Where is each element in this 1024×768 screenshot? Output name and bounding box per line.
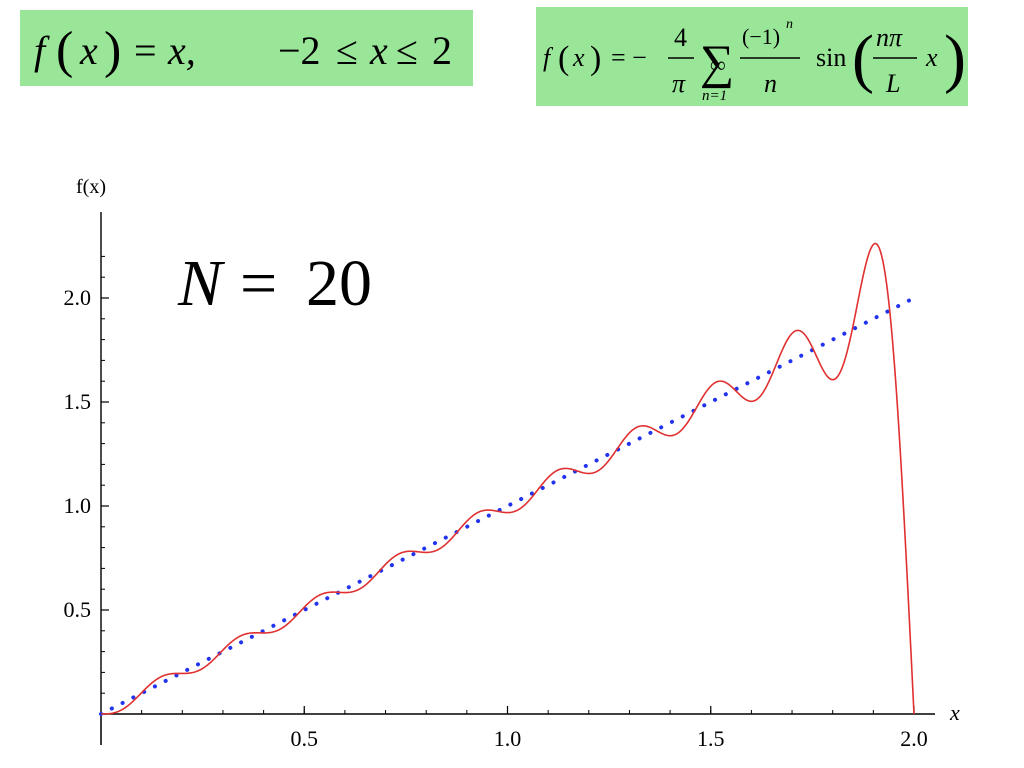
formula-right-sin: sin	[816, 43, 846, 72]
formula-left-leq-2: ≤	[396, 28, 418, 73]
formula-right-term-exp: n	[786, 17, 793, 32]
x-ticks: 0.5 1.0 1.5 2.0	[100, 706, 928, 751]
formula-right-arg-den: L	[885, 69, 900, 98]
series-fourier-line	[101, 242, 915, 715]
formula-right-coef-num: 4	[674, 23, 687, 52]
formula-left-leq-1: ≤	[336, 28, 358, 73]
terms-annotation-symbol: N	[177, 247, 226, 320]
formula-right-term-num: (−1)	[742, 24, 780, 49]
y-axis-label: f(x)	[76, 176, 106, 198]
chart: 0.5 1.0 1.5 2.0 0.5 1.0 1.5 2.0 x f(x)	[64, 176, 961, 751]
formula-left-domain-var: x	[369, 28, 388, 73]
formula-right-eq: = −	[611, 43, 647, 72]
formula-left-paren-open: (	[56, 22, 73, 79]
y-tick-label: 1.0	[64, 493, 92, 518]
formula-left-background	[20, 10, 473, 86]
y-tick-label: 1.5	[64, 389, 92, 414]
x-tick-label: 1.5	[697, 726, 725, 751]
formula-left-rhs: x,	[167, 28, 196, 73]
formula-left-equals: =	[134, 28, 157, 73]
formula-right-arg-num: nπ	[876, 23, 903, 52]
x-tick-label: 1.0	[494, 726, 522, 751]
formula-right-big-paren-open: (	[852, 22, 874, 95]
formula-right-box: f ( x ) = − 4 π ∞ ∑ n=1 (−1) n n sin ( n…	[536, 7, 968, 106]
formula-right-paren-open: (	[558, 40, 569, 77]
formula-right-arg-var: x	[925, 43, 938, 72]
formula-right-var: x	[572, 43, 585, 72]
x-tick-label: 2.0	[900, 726, 928, 751]
formula-right-big-paren-close: )	[944, 22, 966, 95]
formula-right-sum-lower: n=1	[702, 88, 727, 104]
formula-right-term-den: n	[764, 69, 777, 98]
y-tick-label: 0.5	[64, 597, 92, 622]
formula-right-fn: f	[543, 43, 554, 72]
minor-ticks	[101, 255, 874, 714]
series-layer	[99, 242, 916, 716]
formula-right-coef-den: π	[672, 69, 686, 98]
formula-right-sum-symbol: ∑	[700, 36, 734, 89]
formula-left-box: f ( x ) = x, −2 ≤ x ≤ 2	[20, 10, 473, 86]
terms-annotation: N = 20	[177, 247, 372, 320]
formula-right-paren-close: )	[590, 40, 601, 77]
formula-left-var: x	[79, 28, 98, 73]
formula-left-domain-start: −2	[278, 28, 321, 73]
x-axis-label: x	[949, 700, 960, 725]
x-tick-label: 0.5	[291, 726, 319, 751]
y-tick-label: 2.0	[64, 285, 92, 310]
formula-left-domain-end: 2	[432, 28, 452, 73]
terms-annotation-value: 20	[306, 247, 372, 320]
formula-right-sum-upper: ∞	[710, 52, 726, 77]
terms-annotation-equals: =	[240, 247, 277, 320]
formula-left-paren-close: )	[104, 22, 121, 79]
series-exact-line	[99, 296, 916, 716]
y-ticks: 0.5 1.0 1.5 2.0	[64, 285, 109, 622]
formula-right-background	[536, 7, 968, 106]
